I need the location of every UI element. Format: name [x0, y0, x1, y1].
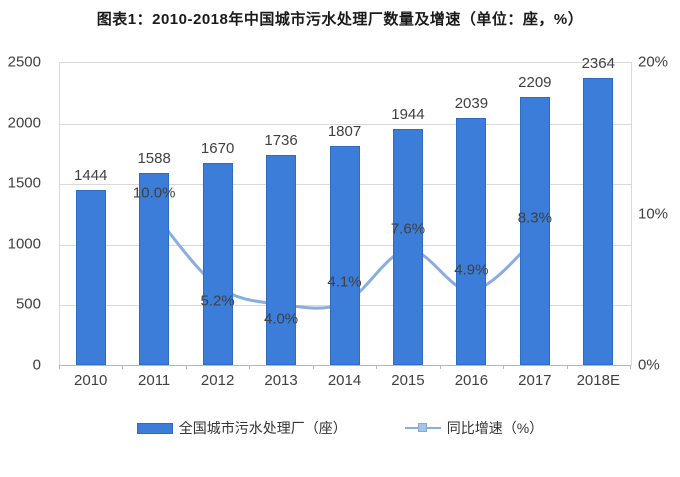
x-axis-tick: [630, 365, 631, 369]
bar-value-label: 2209: [518, 74, 552, 92]
x-axis-label: 2010: [74, 372, 108, 389]
x-axis-tick: [312, 365, 314, 369]
x-axis-line: [59, 365, 631, 366]
bar: [329, 145, 360, 365]
line-series-swatch: [404, 422, 441, 434]
x-axis-tick: [566, 365, 568, 369]
chart-title: 图表1：2010-2018年中国城市污水处理厂数量及增速（单位：座，%）: [96, 11, 584, 28]
y-axis-tick-label: 1000: [7, 235, 41, 253]
bar: [519, 97, 550, 365]
x-axis-tick: [122, 365, 124, 369]
x-axis-label: 2014: [327, 372, 362, 389]
growth-value-label: 10.0%: [132, 184, 176, 201]
bar: [583, 78, 614, 365]
bar-value-label: 1944: [391, 106, 425, 124]
bar: [266, 154, 297, 365]
x-axis-tick: [185, 365, 187, 369]
bar: [456, 117, 487, 365]
x-axis-tick: [59, 365, 60, 369]
y-axis-tick-label: 500: [15, 295, 41, 313]
line-series-label: 同比增速（%）: [446, 420, 544, 436]
bar: [392, 129, 423, 365]
bar: [139, 172, 170, 365]
bar-value-label: 1588: [137, 149, 171, 167]
legend-item-bars: 全国城市污水处理厂（座）: [136, 418, 347, 438]
legend-item-line: 同比增速（%）: [404, 418, 544, 438]
bar-value-label: 1807: [327, 122, 362, 140]
bar: [75, 189, 106, 365]
bar-series-label: 全国城市污水处理厂（座）: [178, 420, 347, 436]
line-swatch-marker: [417, 423, 427, 432]
growth-value-label: 5.2%: [200, 292, 235, 310]
y-axis-tick-label: 0: [32, 356, 41, 374]
bar-value-label: 2039: [454, 94, 489, 112]
x-axis-tick: [439, 365, 441, 369]
x-axis-label: 2011: [138, 372, 171, 389]
x-axis-label: 2012: [200, 372, 235, 389]
growth-value-label: 4.9%: [454, 261, 489, 279]
gridline: [60, 123, 631, 125]
x-axis-tick: [376, 365, 378, 369]
legend: 全国城市污水处理厂（座） 同比增速（%）: [0, 418, 680, 438]
bar-series-swatch: [136, 422, 173, 434]
bar-value-label: 1444: [74, 166, 108, 184]
growth-value-label: 8.3%: [517, 209, 552, 227]
x-axis-label: 2015: [391, 372, 425, 389]
right-axis-tick-label: 10%: [638, 205, 669, 222]
x-axis-tick: [249, 365, 251, 369]
bar-value-label: 1670: [200, 139, 235, 157]
x-axis-tick: [503, 365, 505, 369]
bar-value-label: 1736: [264, 131, 298, 149]
x-axis-label: 2016: [454, 372, 489, 389]
y-axis-tick-label: 2000: [7, 114, 41, 132]
bar: [202, 162, 233, 365]
growth-value-label: 7.6%: [390, 220, 426, 238]
x-axis-label: 2018E: [576, 372, 620, 389]
y-axis-tick-label: 2500: [7, 53, 41, 71]
x-axis-label: 2013: [264, 372, 298, 389]
x-axis-label: 2017: [518, 372, 552, 389]
bar-value-label: 2364: [581, 55, 615, 73]
y-axis-tick-label: 1500: [7, 174, 41, 192]
right-axis-tick-label: 20%: [638, 53, 669, 71]
right-axis-tick-label: 0%: [638, 356, 660, 374]
growth-value-label: 4.1%: [327, 273, 362, 291]
growth-value-label: 4.0%: [263, 310, 299, 328]
